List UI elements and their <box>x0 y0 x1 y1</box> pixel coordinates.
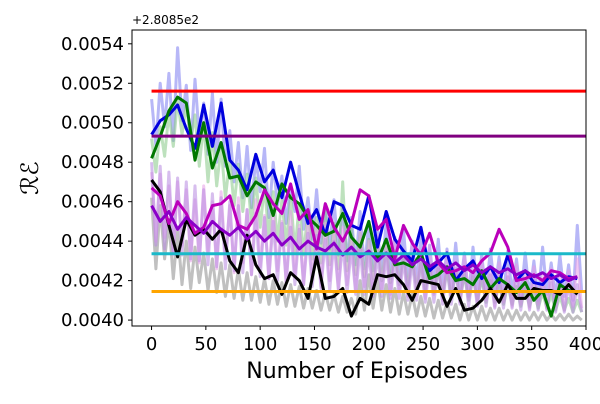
x-tick-label: 300 <box>460 334 494 355</box>
y-tick-label: 0.0048 <box>61 152 124 173</box>
y-offset-label: +2.8085e2 <box>132 13 199 27</box>
x-tick-label: 150 <box>297 334 331 355</box>
y-tick-label: 0.0046 <box>61 192 124 213</box>
y-tick-label: 0.0040 <box>61 310 124 331</box>
y-axis: 0.0040 0.0042 0.0044 0.0046 0.0048 0.0050 0.00… <box>61 34 132 331</box>
y-axis-label: ℛℰ <box>16 161 44 195</box>
x-tick-label: 400 <box>569 334 600 355</box>
y-tick-label: 0.0044 <box>61 231 124 252</box>
y-tick-label: 0.0042 <box>61 271 124 292</box>
reference-lines-layer <box>151 89 586 293</box>
smoothed-series-layer <box>150 95 579 318</box>
series-line-1 <box>150 101 578 287</box>
x-tick-label: 100 <box>243 334 277 355</box>
x-tick-label: 0 <box>146 334 157 355</box>
plot-frame <box>131 29 587 327</box>
x-axis: 0 50 100 150 200 250 300 350 400 <box>146 326 600 355</box>
y-tick-label: 0.0054 <box>61 34 124 55</box>
y-tick-label: 0.0052 <box>61 73 124 94</box>
series-line-2 <box>150 95 578 318</box>
series-line-3 <box>150 179 579 318</box>
x-tick-label: 350 <box>515 334 549 355</box>
x-axis-label: Number of Episodes <box>246 359 467 384</box>
x-tick-label: 250 <box>406 334 440 355</box>
x-tick-label: 200 <box>352 334 386 355</box>
series-line-4 <box>150 182 578 283</box>
x-tick-label: 50 <box>194 334 217 355</box>
y-tick-label: 0.0050 <box>61 113 124 134</box>
